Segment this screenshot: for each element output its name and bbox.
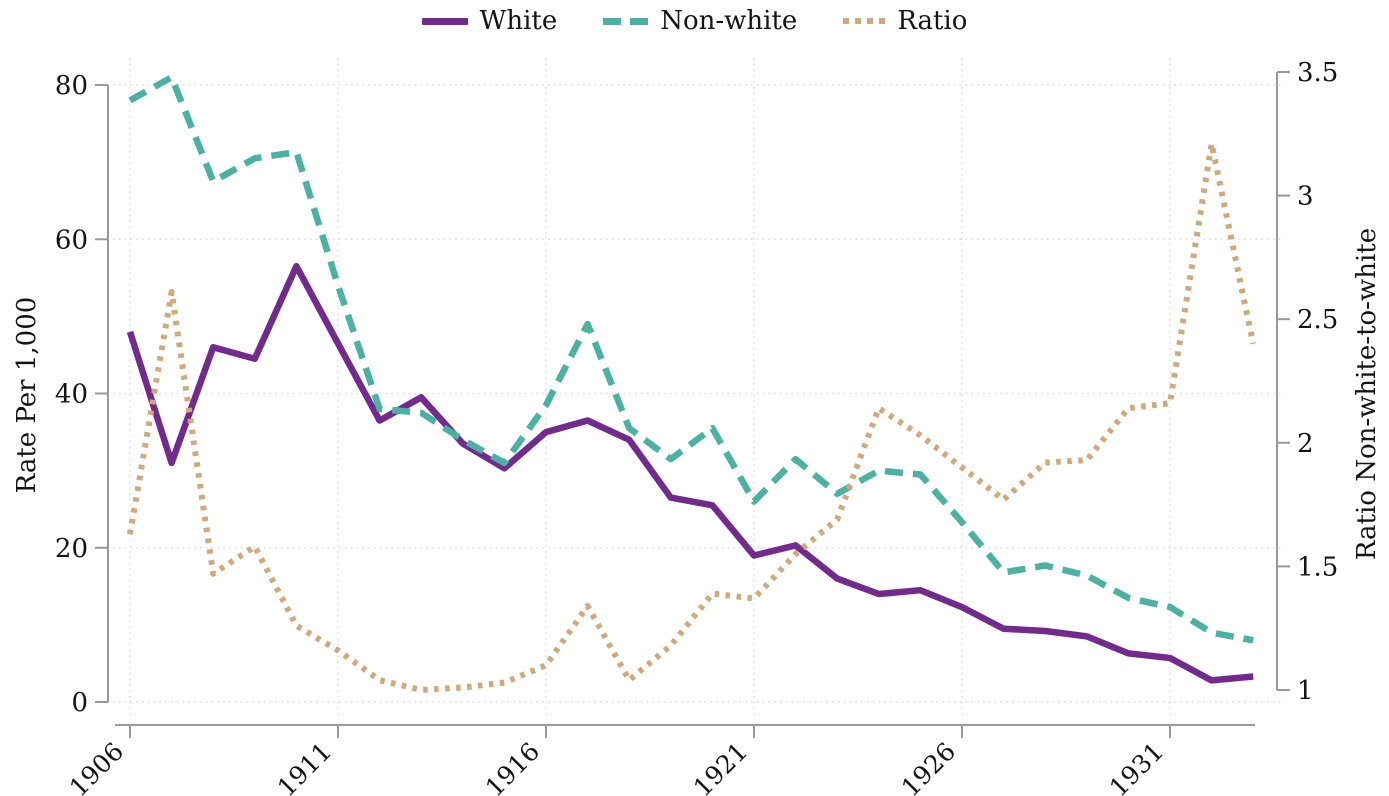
legend-item-ratio: Ratio — [843, 6, 967, 36]
x-tick-label: 1911 — [272, 737, 337, 796]
left-tick-label: 80 — [55, 71, 88, 101]
legend-label-nonwhite: Non-white — [660, 6, 798, 36]
white-series-line — [126, 262, 1254, 684]
legend-label-ratio: Ratio — [897, 6, 968, 36]
right-tick-label: 3 — [1297, 182, 1314, 212]
non-white-series-line — [128, 74, 1254, 644]
x-tick-label: 1926 — [896, 737, 961, 796]
left-tick-label: 60 — [55, 225, 88, 255]
ratio-dot-swatch — [843, 18, 886, 24]
left-tick-label: 0 — [71, 688, 88, 718]
x-tick-label: 1916 — [480, 737, 545, 796]
legend-item-white: White — [421, 6, 558, 36]
white-line-swatch — [421, 17, 468, 25]
ratio-series-line — [127, 140, 1257, 693]
left-tick-label: 20 — [55, 534, 88, 564]
left-tick-label: 40 — [55, 380, 88, 410]
legend-label-white: White — [479, 6, 558, 36]
chart-legend: White Non-white Ratio — [0, 6, 1389, 36]
right-tick-label: 1 — [1297, 676, 1314, 706]
x-tick-label: 1931 — [1104, 737, 1169, 796]
x-tick-label: 1906 — [64, 737, 129, 796]
left-axis-title: Rate Per 1,000 — [12, 296, 42, 494]
right-tick-label: 2.5 — [1297, 305, 1338, 335]
legend-item-nonwhite: Non-white — [603, 6, 797, 36]
right-axis-title: Ratio Non-white-to-white — [1352, 227, 1382, 561]
x-tick-label: 1921 — [688, 737, 753, 796]
right-tick-label: 1.5 — [1297, 552, 1338, 582]
right-tick-label: 3.5 — [1297, 58, 1338, 88]
nonwhite-dash-swatch — [603, 17, 649, 25]
right-tick-label: 2 — [1297, 429, 1314, 459]
